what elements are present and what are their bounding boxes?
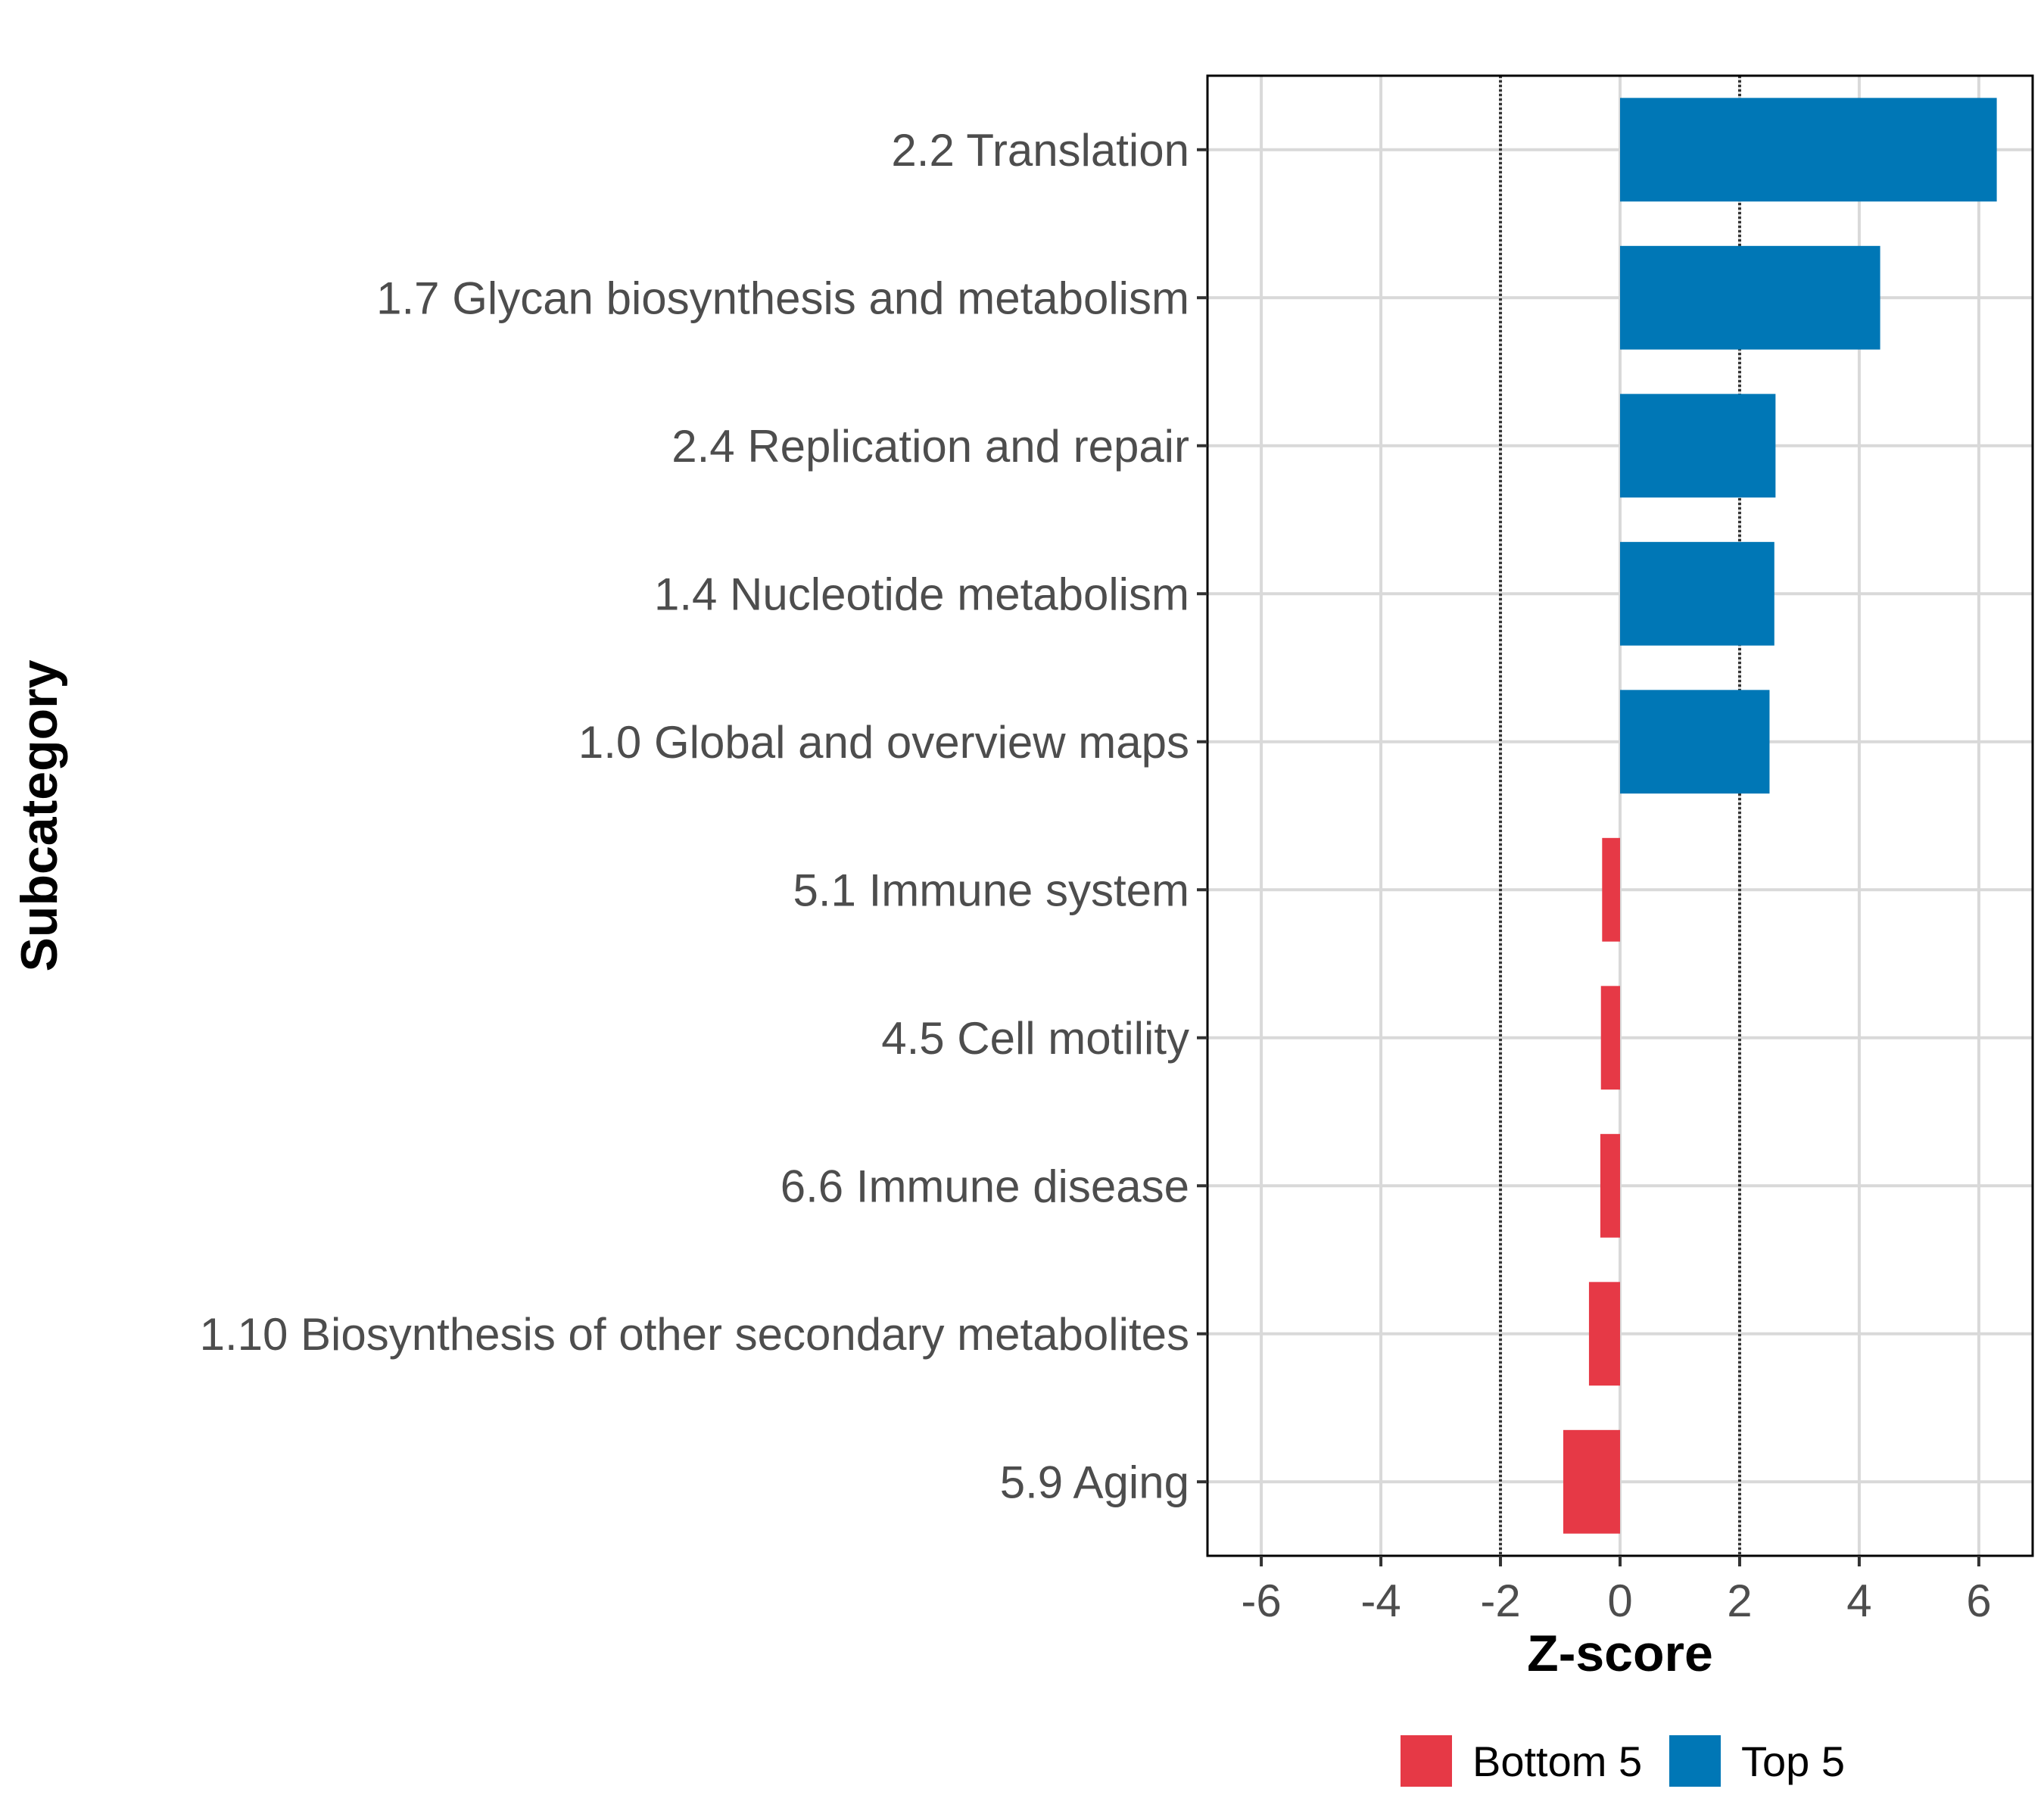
category-label: 1.10 Biosynthesis of other secondary met… (200, 1309, 1189, 1360)
bar (1600, 986, 1620, 1090)
x-tick-label: 2 (1727, 1575, 1752, 1626)
x-tick-label: 4 (1846, 1575, 1871, 1626)
x-tick-label: -2 (1480, 1575, 1520, 1626)
bar (1600, 1133, 1620, 1238)
category-label: 4.5 Cell motility (881, 1013, 1189, 1064)
category-label: 1.0 Global and overview maps (578, 717, 1189, 768)
legend-swatch (1669, 1735, 1721, 1787)
x-axis-title: Z-score (1527, 1625, 1713, 1682)
category-label: 1.4 Nucleotide metabolism (654, 569, 1189, 619)
x-tick-label: 6 (1966, 1575, 1991, 1626)
category-label: 5.9 Aging (1000, 1457, 1189, 1507)
y-axis-title: Subcategory (11, 659, 68, 971)
bar (1563, 1429, 1620, 1534)
category-label: 2.2 Translation (891, 125, 1189, 176)
x-tick-label: -4 (1360, 1575, 1401, 1626)
bar (1602, 837, 1620, 942)
x-tick-label: 0 (1607, 1575, 1632, 1626)
x-axis-ticks: -6 -4 -2 0 2 4 6 (1241, 1556, 1992, 1626)
bar (1620, 245, 1880, 350)
category-label: 6.6 Immune disease (781, 1161, 1189, 1211)
bar (1588, 1282, 1620, 1386)
bar (1620, 394, 1776, 498)
x-tick-label: -6 (1241, 1575, 1281, 1626)
bar (1620, 541, 1774, 646)
category-label: 5.1 Immune system (793, 865, 1189, 915)
legend-label: Top 5 (1741, 1738, 1845, 1785)
bar (1620, 690, 1770, 794)
bar (1620, 98, 1997, 202)
category-label: 2.4 Replication and repair (671, 421, 1189, 472)
legend-label: Bottom 5 (1472, 1738, 1642, 1785)
category-label: 1.7 Glycan biosynthesis and metabolism (376, 273, 1189, 323)
y-axis-ticks: 2.2 Translation 1.7 Glycan biosynthesis a… (200, 125, 1207, 1507)
legend: Bottom 5 Top 5 (1401, 1735, 1845, 1787)
bars (1563, 98, 1997, 1534)
legend-swatch (1401, 1735, 1452, 1787)
